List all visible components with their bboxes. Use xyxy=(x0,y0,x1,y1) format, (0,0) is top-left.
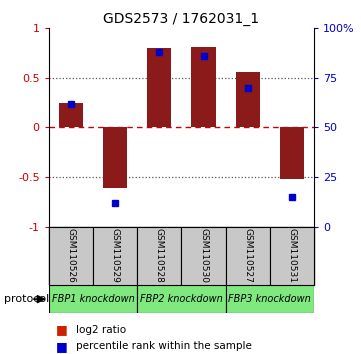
Text: GSM110529: GSM110529 xyxy=(110,228,119,283)
Bar xyxy=(137,227,182,285)
Bar xyxy=(103,127,127,188)
Text: FBP1 knockdown: FBP1 knockdown xyxy=(52,294,134,304)
Text: GSM110527: GSM110527 xyxy=(243,228,252,283)
Bar xyxy=(226,285,314,313)
Bar xyxy=(226,227,270,285)
Text: GSM110526: GSM110526 xyxy=(66,228,75,283)
Bar xyxy=(191,47,216,127)
Text: log2 ratio: log2 ratio xyxy=(76,325,126,335)
Bar xyxy=(137,285,226,313)
Text: protocol: protocol xyxy=(4,294,49,304)
Bar xyxy=(59,103,83,127)
Text: GSM110530: GSM110530 xyxy=(199,228,208,283)
Text: percentile rank within the sample: percentile rank within the sample xyxy=(76,341,252,351)
Bar xyxy=(270,227,314,285)
Text: GSM110531: GSM110531 xyxy=(287,228,296,283)
Bar xyxy=(181,227,226,285)
Bar xyxy=(236,72,260,127)
Title: GDS2573 / 1762031_1: GDS2573 / 1762031_1 xyxy=(103,12,260,26)
Bar xyxy=(49,227,93,285)
Bar xyxy=(49,285,137,313)
Text: FBP2 knockdown: FBP2 knockdown xyxy=(140,294,223,304)
Bar xyxy=(93,227,137,285)
Text: ■: ■ xyxy=(56,324,68,336)
Bar xyxy=(280,127,304,179)
Text: ■: ■ xyxy=(56,340,68,353)
Text: FBP3 knockdown: FBP3 knockdown xyxy=(229,294,311,304)
Text: GSM110528: GSM110528 xyxy=(155,228,164,283)
Bar xyxy=(147,48,171,127)
